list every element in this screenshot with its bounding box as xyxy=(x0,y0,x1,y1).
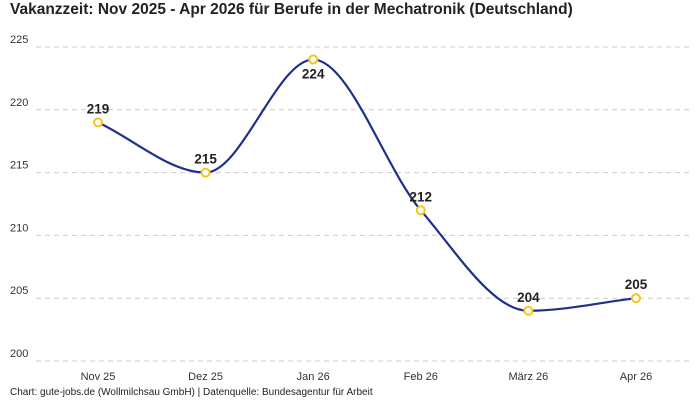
y-tick-label: 205 xyxy=(10,285,28,297)
data-point xyxy=(631,293,641,304)
series-line xyxy=(97,58,637,312)
data-label: 212 xyxy=(410,189,433,204)
y-tick-label: 210 xyxy=(10,222,28,234)
y-axis: 200 205 210 215 220 225 xyxy=(10,34,28,360)
data-point xyxy=(200,167,211,178)
data-point xyxy=(523,305,534,316)
data-point xyxy=(415,205,426,216)
chart-source: Chart: gute-jobs.de (Wollmilchsau GmbH) … xyxy=(10,387,373,398)
chart-title: Vakanzzeit: Nov 2025 - Apr 2026 für Beru… xyxy=(10,1,573,18)
data-label: 219 xyxy=(87,101,110,116)
y-tick-label: 215 xyxy=(10,160,28,172)
data-point xyxy=(93,117,103,128)
x-tick-label: März 26 xyxy=(509,371,549,383)
y-tick-label: 200 xyxy=(10,348,28,360)
data-point xyxy=(308,54,319,65)
data-label: 204 xyxy=(517,290,540,305)
x-tick-label: Nov 25 xyxy=(81,371,116,383)
x-axis: Nov 25 Dez 25 Jan 26 Feb 26 März 26 Apr 26 xyxy=(81,371,653,383)
x-tick-label: Feb 26 xyxy=(404,371,438,383)
data-label: 215 xyxy=(194,152,217,167)
x-tick-label: Apr 26 xyxy=(620,371,652,383)
data-label: 205 xyxy=(625,277,648,292)
data-points xyxy=(93,54,641,316)
x-tick-label: Dez 25 xyxy=(188,371,223,383)
y-tick-label: 220 xyxy=(10,97,28,109)
data-labels: 219 215 224 212 204 205 xyxy=(87,67,648,305)
grid-lines xyxy=(36,46,692,362)
series-path xyxy=(97,58,637,312)
y-tick-label: 225 xyxy=(10,34,28,46)
x-tick-label: Jan 26 xyxy=(297,371,330,383)
data-label: 224 xyxy=(302,67,325,82)
